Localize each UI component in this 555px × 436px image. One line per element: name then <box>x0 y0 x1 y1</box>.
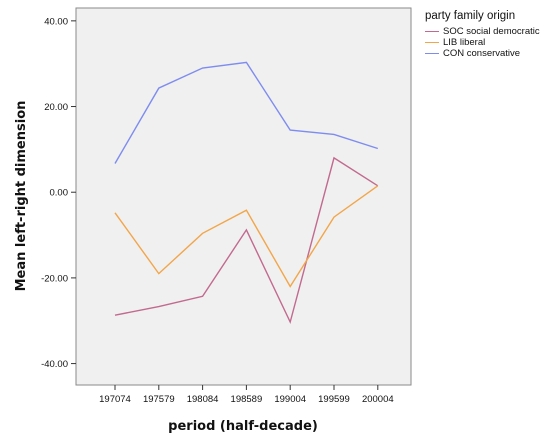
x-tick-label: 198084 <box>187 394 219 405</box>
legend-title: party family origin <box>425 10 516 22</box>
x-axis: 197074 197579 198084 198589 199004 199599 2000… <box>99 385 394 405</box>
series-lines <box>114 61 379 325</box>
legend-item: SOC social democratic <box>425 26 540 37</box>
y-tick-label: 20.00 <box>44 102 68 113</box>
legend-label: CON conservative <box>443 48 521 59</box>
legend-label: LIB liberal <box>443 37 486 48</box>
x-tick-label: 197074 <box>99 394 131 405</box>
x-tick-label: 200004 <box>362 394 394 405</box>
x-tick-label: 198589 <box>231 394 263 405</box>
legend-swatch <box>425 53 439 54</box>
y-tick-label: 40.00 <box>44 16 68 27</box>
x-axis-title: period (half-decade) <box>168 419 318 434</box>
series-line-3 <box>114 61 379 164</box>
legend: party family origin SOC social democrati… <box>425 10 540 59</box>
y-tick-label: -40.00 <box>41 359 68 370</box>
series-line-1 <box>114 156 379 325</box>
legend-swatch <box>425 31 439 32</box>
legend-swatch <box>425 42 439 43</box>
legend-item: CON conservative <box>425 48 540 59</box>
plot-area <box>75 7 412 386</box>
y-axis: 40.00 20.00 0.00 -20.00 -40.00 <box>41 16 76 370</box>
x-tick-label: 199599 <box>318 394 350 405</box>
legend-items: SOC social democratic LIB liberal CON cons… <box>425 26 540 59</box>
x-tick-label: 199004 <box>274 394 306 405</box>
x-tick-label: 197579 <box>143 394 175 405</box>
y-tick-label: -20.00 <box>41 273 68 284</box>
y-axis-title: Mean left-right dimension <box>14 101 29 292</box>
legend-label: SOC social democratic <box>443 26 540 37</box>
y-tick-label: 0.00 <box>50 188 69 199</box>
series-line-2 <box>114 185 379 288</box>
legend-item: LIB liberal <box>425 37 540 48</box>
